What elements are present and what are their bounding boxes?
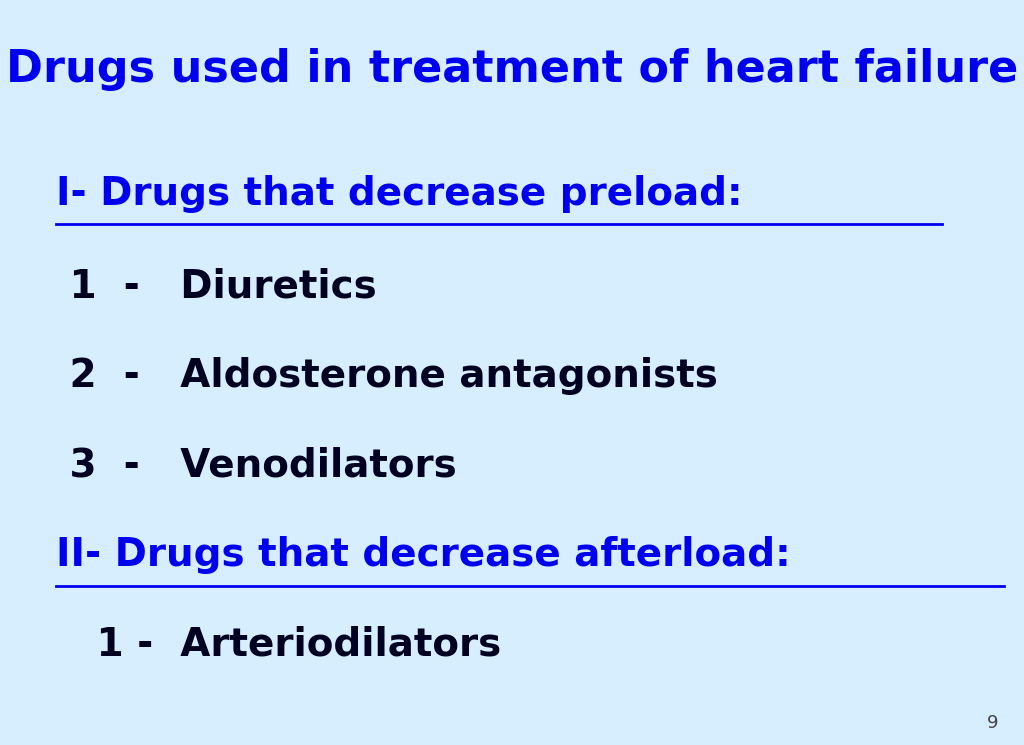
Text: 9: 9 (987, 714, 998, 732)
Text: Drugs used in treatment of heart failure: Drugs used in treatment of heart failure (6, 48, 1018, 92)
Text: 1  -   Diuretics: 1 - Diuretics (56, 267, 377, 306)
Text: 2  -   Aldosterone antagonists: 2 - Aldosterone antagonists (56, 357, 718, 396)
Text: I- Drugs that decrease preload:: I- Drugs that decrease preload: (56, 174, 743, 213)
Text: II- Drugs that decrease afterload:: II- Drugs that decrease afterload: (56, 536, 792, 574)
Text: 1 -  Arteriodilators: 1 - Arteriodilators (56, 625, 502, 664)
Text: 3  -   Venodilators: 3 - Venodilators (56, 446, 457, 485)
